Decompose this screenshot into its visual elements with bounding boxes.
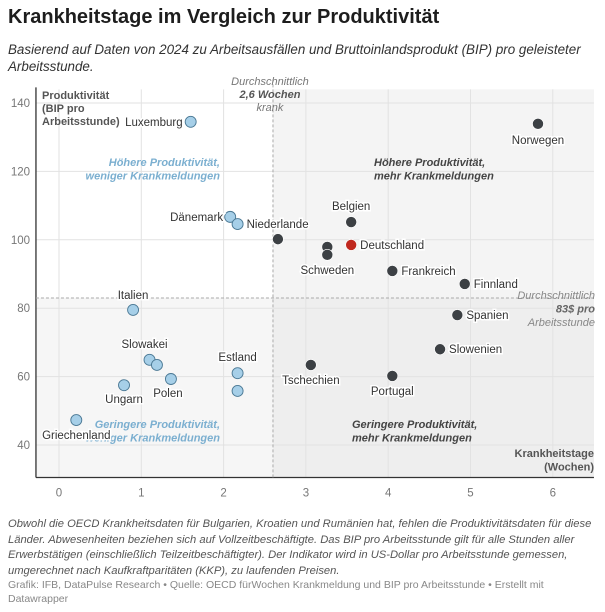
data-point — [70, 414, 83, 426]
reference-x-label-line: krank — [257, 102, 284, 114]
reference-y-label-line: Durchschnittlich — [517, 290, 595, 302]
reference-y-label-line: Arbeitsstunde — [527, 317, 595, 329]
point-label: Deutschland — [360, 240, 424, 252]
point-label: Belgien — [332, 201, 370, 213]
y-tick-label-line: 100 — [11, 235, 30, 247]
data-point — [231, 385, 244, 397]
point-label: Norwegen — [512, 135, 564, 147]
data-point — [386, 265, 399, 277]
point-label: Polen — [153, 388, 182, 400]
y-tick-label: 100 — [11, 235, 30, 247]
quadrant-label-bottom-right: Geringere Produktivität, mehr Krankmeldun… — [352, 419, 477, 445]
x-tick-label-line: 5 — [467, 487, 473, 499]
x-axis-label-line: Krankheitstage — [515, 448, 594, 460]
y-tick-label-line: 40 — [17, 440, 30, 452]
x-tick-label: 1 — [138, 487, 144, 499]
data-point — [272, 233, 284, 245]
point-label: Frankreich — [401, 266, 455, 278]
quadrant-label-top-left: Höhere Produktivität, weniger Krankmeldun… — [86, 157, 221, 183]
x-tick-label-line: 6 — [550, 487, 556, 499]
y-tick-label: 80 — [17, 303, 30, 315]
data-point — [345, 239, 357, 251]
chart-credit: Grafik: IFB, DataPulse Research • Quelle… — [8, 579, 544, 605]
quadrant-label-top-right: Höhere Produktivität, mehr Krankmeldungen — [374, 157, 494, 183]
y-axis-label-line: Produktivität — [42, 90, 110, 102]
data-point — [532, 118, 544, 130]
data-point — [224, 210, 237, 223]
y-axis-label: Produktivität (BIP pro Arbeitsstunde) — [42, 90, 120, 128]
data-point — [386, 370, 399, 382]
x-tick-label-line: 1 — [138, 487, 144, 499]
x-tick-label-line: 4 — [385, 487, 392, 499]
point-label: Schweden — [300, 265, 354, 277]
reference-x-label: Durchschnittlich 2,6 Wochen krank — [231, 76, 309, 114]
quadrant-bottom-right — [272, 297, 594, 478]
y-tick-label: 140 — [11, 98, 30, 110]
point-label: Tschechien — [282, 375, 340, 387]
reference-x-label-line: 2,6 Wochen — [239, 89, 301, 101]
chart-notes: Obwohl die OECD Krankheitsdaten für Bulg… — [8, 518, 592, 577]
reference-y-label-line: 83$ pro — [556, 304, 595, 316]
x-tick-label-line: 0 — [56, 487, 62, 499]
data-point — [150, 359, 163, 371]
quadrant-label-bottom-right-line: Geringere Produktivität, — [352, 419, 477, 431]
y-tick-label-line: 140 — [11, 98, 30, 110]
x-tick-label: 2 — [220, 487, 226, 499]
data-point — [305, 359, 317, 371]
point-label: Portugal — [371, 386, 414, 398]
y-tick-label: 60 — [17, 372, 30, 384]
quadrant-label-bottom-left-line: Geringere Produktivität, — [95, 419, 220, 431]
data-point — [345, 216, 357, 228]
data-point — [458, 278, 471, 290]
point-label: Ungarn — [105, 394, 143, 406]
data-point — [118, 379, 130, 392]
data-point — [451, 309, 464, 321]
point-label: Niederlande — [247, 219, 309, 231]
reference-x-label-line: Durchschnittlich — [231, 76, 309, 88]
data-point — [127, 303, 140, 316]
point-label: Italien — [118, 290, 149, 302]
data-point — [321, 249, 334, 261]
y-tick-label-line: 60 — [17, 372, 30, 384]
data-point — [434, 343, 446, 356]
point-label: Griechenland — [42, 430, 110, 442]
point-label: Luxemburg — [125, 117, 183, 129]
quadrant-label-top-left-line: weniger Krankmeldungen — [86, 171, 221, 183]
quadrant-label-bottom-left: Geringere Produktivität, weniger Krankmel… — [86, 419, 221, 445]
x-tick-label-line: 2 — [220, 487, 226, 499]
y-axis-label-line: (BIP pro — [42, 103, 85, 115]
quadrant-label-top-left-line: Höhere Produktivität, — [109, 157, 220, 169]
point-label: Estland — [218, 352, 256, 364]
y-tick-label-line: 120 — [11, 166, 30, 178]
data-point — [231, 367, 244, 380]
x-tick-label: 6 — [550, 487, 556, 499]
x-tick-label: 3 — [303, 487, 309, 499]
quadrant-label-top-right-line: mehr Krankmeldungen — [374, 171, 494, 183]
x-tick-label-line: 3 — [303, 487, 309, 499]
point-label: Slowenien — [449, 344, 502, 356]
point-label: Slowakei — [122, 339, 168, 351]
chart-title: Krankheitstage im Vergleich zur Produkti… — [8, 6, 440, 28]
x-tick-label: 5 — [467, 487, 473, 499]
quadrant-label-top-right-line: Höhere Produktivität, — [374, 157, 485, 169]
y-axis-label-line: Arbeitsstunde) — [42, 116, 120, 128]
quadrant-label-bottom-right-line: mehr Krankmeldungen — [352, 433, 472, 445]
data-point — [184, 115, 197, 128]
y-tick-label: 120 — [11, 166, 30, 178]
y-tick-label-line: 80 — [17, 303, 30, 315]
x-tick-label: 0 — [56, 487, 62, 499]
point-label: Finnland — [474, 279, 518, 291]
point-label: Spanien — [466, 310, 508, 322]
data-point — [164, 373, 177, 385]
x-axis-label: Krankheitstage (Wochen) — [515, 448, 595, 474]
y-tick-label: 40 — [17, 440, 30, 452]
reference-y-label: Durchschnittlich 83$ pro Arbeitsstunde — [517, 290, 595, 329]
chart-subtitle: Basierend auf Daten von 2024 zu Arbeitsa… — [8, 42, 581, 74]
data-point — [231, 218, 244, 231]
x-axis-label-line: (Wochen) — [544, 462, 594, 474]
x-tick-label: 4 — [385, 487, 392, 499]
quadrant-label-bottom-left-line: weniger Krankmeldungen — [86, 433, 221, 445]
point-label: Dänemark — [170, 212, 223, 224]
